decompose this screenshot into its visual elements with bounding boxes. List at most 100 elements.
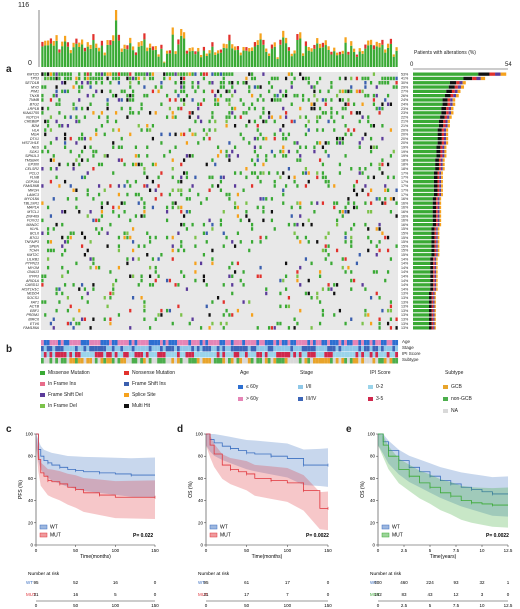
mutation-cell — [367, 192, 370, 197]
alteration-bar-segment — [437, 175, 440, 179]
sample-bar-missense — [80, 44, 84, 67]
mutation-cell — [46, 231, 50, 235]
mutation-cell — [267, 111, 271, 115]
clinical-cell — [239, 346, 243, 352]
mutation-cell — [262, 218, 265, 223]
mutation-cell — [392, 149, 395, 154]
mutation-cell — [134, 72, 138, 76]
mutation-cell — [202, 76, 206, 81]
mutation-cell — [63, 283, 67, 287]
mutation-cell — [296, 184, 299, 188]
sample-bar-other — [341, 50, 344, 54]
clinical-cell — [43, 346, 47, 352]
gene-label: HLA — [32, 128, 40, 132]
clinical-cell — [298, 352, 302, 358]
gene-label: GNA13 — [27, 270, 39, 274]
mutation-cell — [52, 317, 55, 321]
clinical-tracks — [41, 340, 399, 364]
clinical-cell — [341, 340, 345, 346]
mutation-cell — [279, 128, 282, 132]
clinical-legend-title: Stage — [300, 370, 314, 376]
clinical-cell — [296, 358, 299, 364]
alteration-bar-segment — [413, 124, 439, 128]
clinical-cell — [92, 352, 95, 358]
mutation-cell — [355, 76, 359, 81]
clinical-cell — [330, 346, 333, 352]
alteration-bar-segment — [440, 115, 445, 119]
mutation-cell — [293, 141, 296, 145]
clinical-cell — [117, 358, 121, 364]
mutation-cell — [324, 235, 327, 240]
clinical-cell — [276, 358, 280, 364]
sample-bar-missense — [273, 46, 276, 67]
gene-label: PRDM1 — [26, 313, 39, 317]
legend-label: > 60y — [246, 396, 259, 402]
sample-bar-missense — [61, 46, 64, 67]
clinical-cell — [256, 358, 260, 364]
sample-bar-other — [97, 47, 101, 52]
clinical-cell — [332, 340, 336, 346]
mutation-cell — [253, 171, 257, 175]
mutation-cell — [361, 102, 364, 106]
mutation-cell — [100, 124, 104, 128]
mutation-cell — [208, 218, 211, 223]
gene-pct: 16% — [401, 210, 409, 214]
gene-pct: 16% — [401, 219, 409, 223]
mutation-cell — [375, 227, 378, 231]
mutation-cell — [364, 93, 367, 98]
clinical-cell — [174, 358, 178, 364]
mutation-cell — [137, 76, 140, 81]
gene-label: NES — [32, 146, 40, 150]
alteration-bar-segment — [437, 171, 440, 175]
mutation-cell — [378, 111, 381, 115]
mutation-cell — [262, 72, 265, 76]
alteration-bar-segment — [460, 85, 465, 89]
gene-label: MAN2C — [26, 223, 39, 227]
alteration-bar-segment — [413, 197, 433, 201]
clinical-cell — [120, 346, 124, 352]
mutation-cell — [41, 149, 44, 154]
clinical-cell — [349, 346, 353, 352]
gene-pct: 19% — [401, 146, 409, 150]
sample-bar-other — [146, 47, 149, 52]
sample-bar-other — [296, 34, 299, 40]
mutation-cell — [239, 132, 242, 137]
mutation-cell — [146, 253, 149, 257]
clinical-cell — [222, 358, 226, 364]
legend-swatch — [298, 385, 303, 389]
alteration-bar-segment — [413, 119, 439, 124]
mutation-cell — [301, 93, 305, 98]
mutation-cell — [140, 102, 143, 106]
mutation-cell — [321, 175, 325, 180]
mutation-cell — [134, 179, 138, 184]
mutation-cell — [72, 188, 75, 192]
mutation-cell — [194, 270, 197, 274]
mutation-cell — [282, 201, 285, 205]
mutation-cell — [318, 89, 322, 94]
clinical-cell — [143, 346, 146, 352]
legend-label: GCB — [451, 384, 462, 390]
mutation-cell — [273, 119, 276, 124]
clinical-cell — [313, 340, 316, 346]
clinical-cell — [89, 358, 93, 364]
mutation-cell — [123, 184, 126, 188]
mutation-cell — [242, 102, 245, 106]
clinical-cell — [75, 358, 78, 364]
risk-axis-tick: 50 — [244, 603, 250, 608]
clinical-cell — [111, 358, 115, 364]
clinical-cell — [202, 346, 206, 352]
mutation-cell — [324, 98, 327, 102]
mutation-cell — [248, 141, 251, 145]
mutation-cell — [114, 72, 118, 76]
mutation-cell — [72, 102, 75, 106]
mutation-cell — [143, 171, 146, 175]
alteration-bar-segment — [413, 240, 432, 244]
risk-value: 600 — [374, 580, 382, 585]
mutation-cell — [168, 76, 172, 81]
mutation-cell — [330, 85, 333, 89]
mutation-cell — [310, 102, 313, 106]
risk-value: 460 — [400, 580, 408, 585]
alteration-bar-segment — [434, 313, 436, 317]
clinical-cell — [177, 340, 180, 346]
clinical-cell — [321, 352, 325, 358]
